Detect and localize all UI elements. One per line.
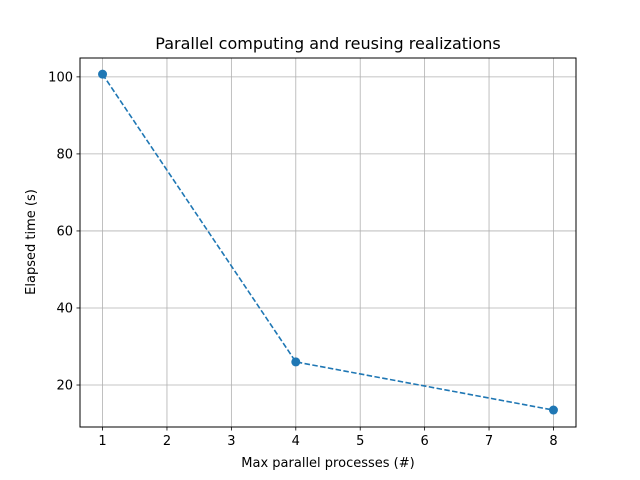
x-tick-label: 7 xyxy=(485,434,493,449)
y-tick-label: 100 xyxy=(48,70,73,85)
y-tick-label: 80 xyxy=(56,147,73,162)
x-tick-label: 4 xyxy=(292,434,300,449)
data-point-marker xyxy=(98,69,108,79)
data-point-marker xyxy=(548,405,558,415)
x-axis-ticks: 1 2 3 4 5 6 7 8 xyxy=(98,427,558,449)
y-tick-label: 60 xyxy=(56,224,73,239)
y-tick-label: 40 xyxy=(56,301,73,316)
grid-lines xyxy=(80,58,576,427)
x-tick-label: 5 xyxy=(356,434,364,449)
series-line xyxy=(101,73,554,411)
data-point-marker xyxy=(291,357,301,367)
chart-title: Parallel computing and reusing realizati… xyxy=(155,34,500,53)
y-tick-label: 20 xyxy=(56,379,73,394)
y-axis-ticks: 20 40 60 80 100 xyxy=(48,70,80,394)
x-tick-label: 2 xyxy=(163,434,171,449)
x-tick-label: 1 xyxy=(98,434,106,449)
data-series xyxy=(98,69,558,415)
x-tick-label: 8 xyxy=(549,434,557,449)
x-tick-label: 3 xyxy=(227,434,235,449)
x-tick-label: 6 xyxy=(420,434,428,449)
y-axis-label: Elapsed time (s) xyxy=(24,189,39,295)
plot-frame xyxy=(79,57,577,428)
x-axis-label: Max parallel processes (#) xyxy=(241,456,414,471)
